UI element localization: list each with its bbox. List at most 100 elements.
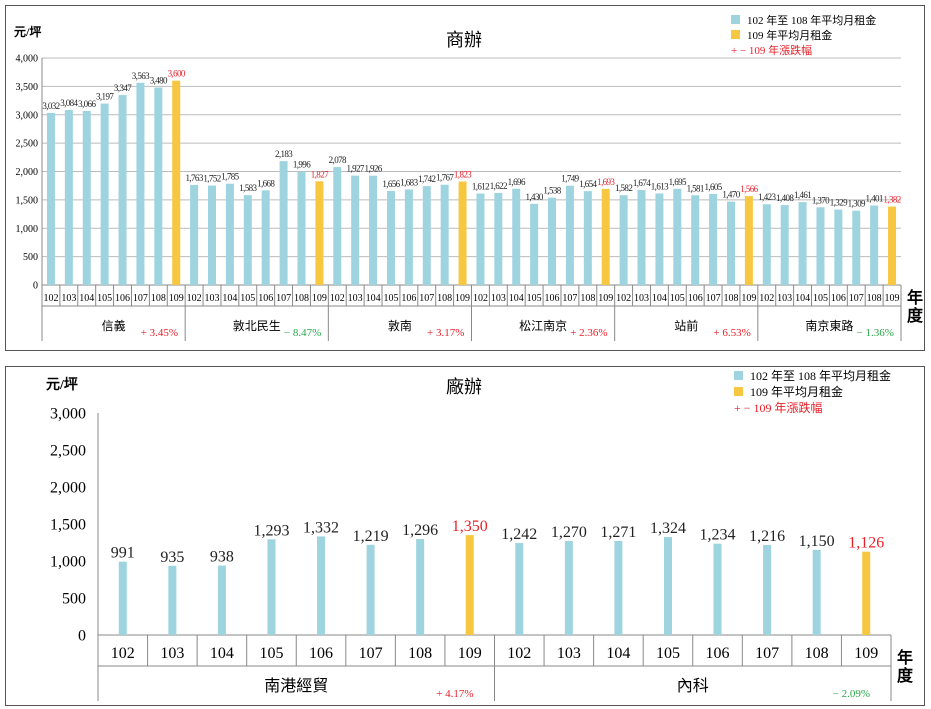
data-label: 1,695 <box>669 177 687 187</box>
year-tick-label: 103 <box>348 293 363 304</box>
year-tick-label: 109 <box>458 645 482 662</box>
data-label: 1,693 <box>597 177 615 187</box>
data-label: 2,078 <box>329 155 347 165</box>
year-tick-label: 108 <box>867 293 882 304</box>
data-label: 1,656 <box>382 179 400 189</box>
bar <box>834 209 843 285</box>
bar-109 <box>862 551 871 635</box>
data-label: 1,582 <box>615 183 632 193</box>
data-label: 3,347 <box>114 83 132 93</box>
y-tick-label: 3,000 <box>16 110 39 121</box>
bar-109 <box>744 196 753 285</box>
data-label: 1,996 <box>293 160 311 170</box>
bar <box>168 565 177 635</box>
data-label: 1,926 <box>364 164 382 174</box>
data-label: 1,401 <box>866 193 883 203</box>
data-label: 1,293 <box>253 522 289 539</box>
bar <box>422 186 431 285</box>
data-label: 3,563 <box>132 71 150 81</box>
chart-title: 廠辦 <box>446 376 482 397</box>
year-tick-label: 107 <box>419 293 434 304</box>
bar <box>317 536 326 635</box>
year-tick-label: 109 <box>741 293 756 304</box>
bar <box>351 175 360 285</box>
year-tick-label: 105 <box>259 645 283 662</box>
group-change: + 6.53% <box>713 327 750 339</box>
y-axis-label: 元/坪 <box>46 377 78 393</box>
bar <box>440 184 449 285</box>
data-label: 1,696 <box>508 177 526 187</box>
bar <box>267 539 276 635</box>
year-tick-label: 102 <box>759 293 774 304</box>
group-change: + 3.17% <box>427 327 464 339</box>
data-label: 1,668 <box>257 178 275 188</box>
year-tick-label: 104 <box>210 645 234 662</box>
data-label: 1,350 <box>452 518 488 535</box>
data-label: 938 <box>210 549 234 566</box>
data-label: 1,150 <box>799 533 835 550</box>
year-tick-label: 109 <box>169 293 184 304</box>
year-tick-label: 108 <box>805 645 829 662</box>
bar <box>583 191 592 285</box>
data-label: 1,538 <box>543 186 561 196</box>
data-label: 1,382 <box>883 195 900 205</box>
office-chart: 商辦 元/坪 0 500 1,000 1,500 2,000 2,500 3,000 3,500 4… <box>14 13 924 341</box>
y-tick-label: 2,500 <box>50 443 86 460</box>
bar <box>136 82 145 286</box>
year-tick-label: 106 <box>706 645 730 662</box>
data-label: 991 <box>111 545 135 562</box>
year-tick-label: 105 <box>383 293 398 304</box>
year-tick-label: 104 <box>509 293 524 304</box>
data-label: 1,674 <box>633 178 651 188</box>
data-label: 1,219 <box>353 528 389 545</box>
y-axis-label: 元/坪 <box>14 25 41 39</box>
bar <box>530 203 539 285</box>
x-axis-label-2: 度 <box>897 666 914 685</box>
bar <box>673 188 682 285</box>
year-tick-label: 104 <box>795 293 810 304</box>
y-tick-label: 0 <box>78 628 86 645</box>
group-name: 南港經貿 <box>264 677 328 695</box>
data-label: 1,470 <box>722 190 740 200</box>
bar <box>762 204 771 285</box>
y-tick-label: 1,500 <box>50 517 86 534</box>
year-tick-label: 109 <box>312 293 327 304</box>
bar <box>726 201 735 285</box>
bar-109 <box>458 181 467 285</box>
bar <box>154 87 163 285</box>
x-axis-label-1: 年 <box>897 648 913 667</box>
year-tick-label: 109 <box>598 293 613 304</box>
bar <box>190 184 199 285</box>
year-tick-label: 106 <box>401 293 416 304</box>
y-tick-label: 2,000 <box>50 480 86 497</box>
bar <box>279 161 288 285</box>
bar <box>416 539 425 635</box>
year-tick-label: 102 <box>473 293 488 304</box>
bar <box>565 185 574 285</box>
data-label: 3,480 <box>150 76 168 86</box>
data-label: 1,234 <box>700 527 736 544</box>
bar <box>404 189 413 285</box>
year-tick-label: 106 <box>688 293 703 304</box>
data-label: 1,752 <box>203 174 220 184</box>
year-tick-label: 107 <box>562 293 577 304</box>
bar <box>261 190 270 285</box>
bar <box>780 205 789 285</box>
legend-swatch-109 <box>731 30 740 39</box>
y-tick-label: 1,000 <box>50 554 86 571</box>
bar <box>713 543 722 635</box>
bar-109 <box>601 188 610 285</box>
data-label: 1,461 <box>794 190 811 200</box>
legend-base: 102 年至 108 年平均月租金 <box>747 13 876 27</box>
data-label: 1,827 <box>311 169 329 179</box>
y-tick-label: 4,000 <box>16 54 39 65</box>
group-name: 內科 <box>677 677 709 695</box>
group-change: + 4.17% <box>436 688 473 700</box>
data-label: 1,612 <box>472 182 489 192</box>
group-change: − 1.36% <box>857 327 894 339</box>
year-tick-label: 109 <box>885 293 900 304</box>
bar <box>691 195 700 285</box>
factory-office-chart: 廠辦 元/坪 0 500 1,000 1,500 2,000 2,500 3,000 991 102… <box>46 368 914 701</box>
year-tick-label: 103 <box>634 293 649 304</box>
legend-109: 109 年平均月租金 <box>747 28 832 42</box>
